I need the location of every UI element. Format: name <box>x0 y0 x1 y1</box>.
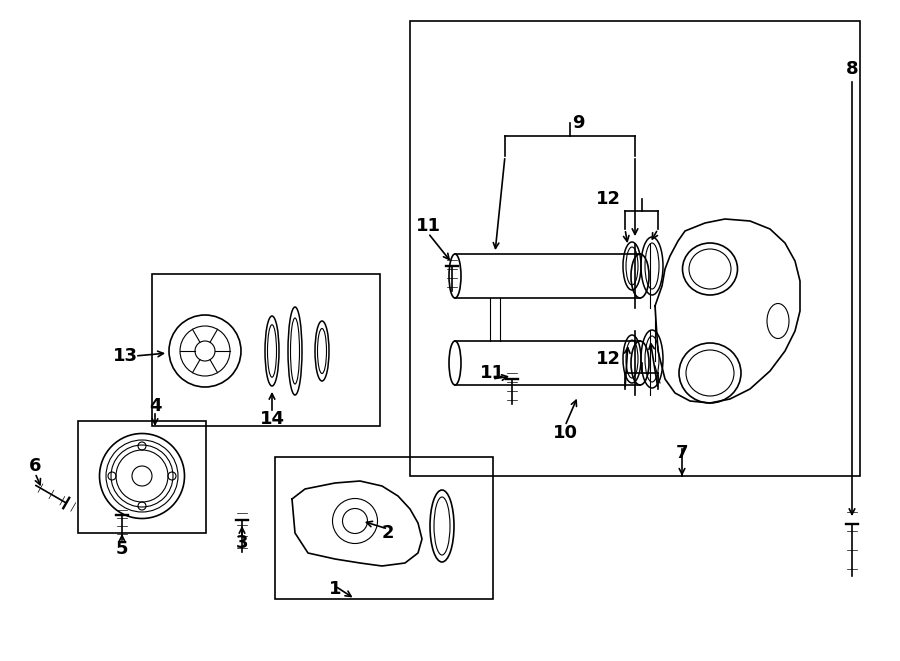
Text: 13: 13 <box>112 347 138 365</box>
Text: 11: 11 <box>480 364 505 382</box>
Bar <box>78 421 206 533</box>
Text: 6: 6 <box>29 457 41 475</box>
Text: 12: 12 <box>596 190 620 208</box>
Bar <box>152 274 380 426</box>
Text: 5: 5 <box>116 540 128 558</box>
Text: 2: 2 <box>382 524 394 542</box>
Text: 12: 12 <box>596 350 620 368</box>
Text: 7: 7 <box>676 444 688 462</box>
Text: 1: 1 <box>328 580 341 598</box>
Text: 8: 8 <box>846 60 859 78</box>
Text: 4: 4 <box>148 397 161 415</box>
Text: 3: 3 <box>236 534 248 552</box>
Bar <box>410 21 860 476</box>
Text: 11: 11 <box>416 217 440 235</box>
Text: 14: 14 <box>259 410 284 428</box>
Text: 9: 9 <box>572 114 584 132</box>
Text: 10: 10 <box>553 424 578 442</box>
Bar <box>275 457 493 599</box>
